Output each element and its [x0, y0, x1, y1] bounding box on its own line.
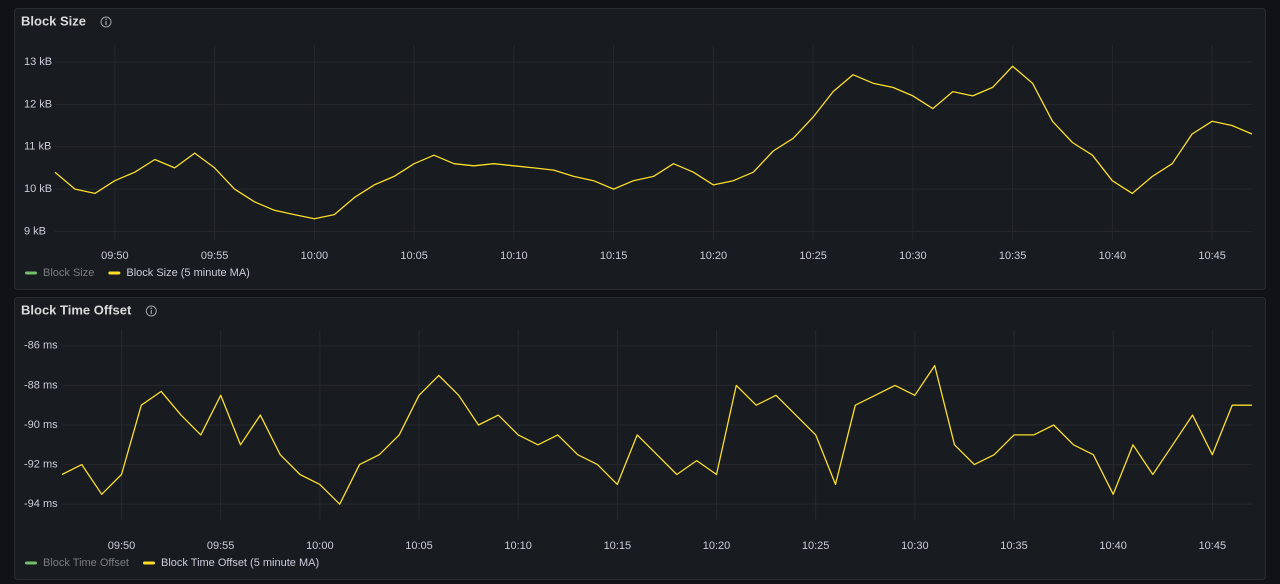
panel-title: Block Size [21, 13, 86, 28]
panel [14, 8, 1266, 290]
x-tick-label: 10:10 [504, 540, 532, 552]
x-tick-label: 10:25 [802, 540, 830, 552]
x-tick-label: 10:45 [1198, 250, 1226, 262]
y-tick-label: 12 kB [24, 98, 52, 110]
legend-swatch[interactable] [25, 271, 37, 275]
info-icon-dot [105, 18, 107, 21]
x-tick-label: 10:15 [604, 540, 632, 552]
x-tick-label: 09:50 [101, 250, 129, 262]
x-tick-label: 10:35 [999, 250, 1027, 262]
x-tick-label: 09:55 [207, 540, 235, 552]
x-tick-label: 10:20 [703, 540, 731, 552]
legend-label[interactable]: Block Time Offset [43, 557, 129, 569]
x-tick-label: 09:50 [108, 540, 136, 552]
y-tick-label: -92 ms [24, 458, 58, 470]
x-tick-label: 10:40 [1099, 540, 1127, 552]
legend-swatch[interactable] [143, 561, 155, 565]
legend-label[interactable]: Block Time Offset (5 minute MA) [161, 557, 319, 569]
x-tick-label: 09:55 [201, 250, 229, 262]
panel-title: Block Time Offset [21, 302, 132, 317]
x-tick-label: 10:30 [901, 540, 929, 552]
info-icon[interactable] [145, 305, 157, 317]
y-tick-label: 10 kB [24, 183, 52, 195]
x-tick-label: 10:05 [400, 250, 428, 262]
y-tick-label: 13 kB [24, 56, 52, 68]
x-tick-label: 10:00 [306, 540, 334, 552]
legend-swatch[interactable] [25, 561, 37, 565]
y-tick-label: -88 ms [24, 379, 58, 391]
legend-swatch[interactable] [108, 271, 121, 275]
x-tick-label: 10:25 [799, 250, 827, 262]
legend-label[interactable]: Block Size [43, 267, 94, 279]
y-tick-label: -86 ms [24, 340, 58, 352]
y-tick-label: -90 ms [24, 419, 58, 431]
x-tick-label: 10:40 [1099, 250, 1127, 262]
y-tick-label: 9 kB [24, 225, 46, 237]
x-tick-label: 10:05 [405, 540, 433, 552]
x-tick-label: 10:30 [899, 250, 927, 262]
x-tick-label: 10:00 [301, 250, 329, 262]
series-line [61, 364, 1252, 505]
info-icon[interactable] [100, 16, 112, 28]
legend-label[interactable]: Block Size (5 minute MA) [126, 267, 249, 279]
x-tick-label: 10:15 [600, 250, 628, 262]
series-line [54, 65, 1253, 220]
y-tick-label: -94 ms [24, 498, 58, 510]
x-tick-label: 10:20 [700, 250, 728, 262]
y-tick-label: 11 kB [24, 141, 51, 153]
info-icon-dot [150, 307, 153, 310]
x-tick-label: 10:10 [500, 250, 528, 262]
x-tick-label: 10:35 [1000, 540, 1028, 552]
x-tick-label: 10:45 [1199, 540, 1227, 552]
